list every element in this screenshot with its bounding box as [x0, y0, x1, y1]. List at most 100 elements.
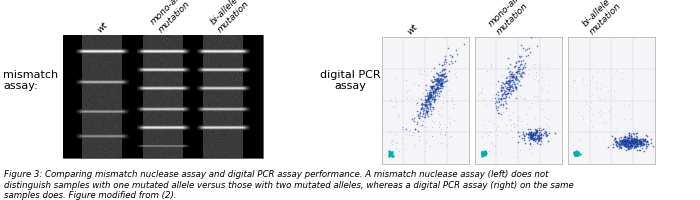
Point: [531, 95, 542, 99]
Point: [538, 108, 549, 112]
Point: [524, 134, 536, 137]
Point: [420, 104, 431, 107]
Point: [439, 61, 450, 64]
Point: [416, 115, 428, 118]
Point: [502, 67, 513, 71]
Point: [616, 71, 627, 74]
Point: [505, 80, 516, 83]
Point: [500, 89, 511, 93]
Point: [497, 111, 508, 114]
Point: [503, 92, 514, 95]
Point: [386, 152, 397, 155]
Point: [636, 144, 648, 147]
Point: [505, 124, 517, 127]
Text: digital PCR
assay: digital PCR assay: [320, 69, 380, 91]
Point: [441, 100, 452, 103]
Point: [518, 64, 529, 67]
Point: [458, 44, 470, 47]
Point: [505, 85, 516, 88]
Point: [531, 132, 542, 135]
Point: [412, 109, 423, 113]
Point: [425, 100, 436, 103]
Point: [424, 92, 435, 95]
Point: [510, 79, 522, 82]
Point: [514, 68, 526, 71]
Point: [533, 134, 544, 137]
Point: [428, 94, 439, 98]
Point: [637, 140, 648, 143]
Point: [426, 120, 437, 123]
Point: [624, 147, 636, 150]
Point: [475, 90, 486, 94]
Point: [432, 88, 443, 92]
Point: [500, 82, 511, 85]
Point: [432, 81, 443, 84]
Point: [635, 140, 646, 143]
Point: [412, 102, 423, 105]
Point: [500, 103, 511, 106]
Point: [620, 142, 631, 145]
Point: [432, 84, 443, 87]
Point: [645, 142, 657, 145]
Point: [621, 135, 632, 139]
Point: [530, 131, 541, 134]
Point: [617, 141, 629, 144]
Point: [532, 138, 543, 142]
Point: [540, 133, 552, 136]
Point: [443, 121, 454, 124]
Point: [485, 131, 496, 134]
Point: [433, 77, 444, 81]
Point: [615, 142, 626, 145]
Point: [615, 139, 626, 142]
Point: [430, 88, 442, 91]
Point: [625, 142, 636, 145]
Point: [447, 62, 458, 66]
Point: [540, 135, 552, 138]
Point: [444, 54, 456, 57]
Point: [526, 36, 537, 39]
Point: [416, 108, 428, 111]
Point: [436, 85, 447, 88]
Point: [498, 97, 510, 100]
Point: [480, 150, 491, 153]
Point: [531, 45, 542, 48]
Point: [507, 123, 518, 126]
Point: [496, 89, 507, 92]
Point: [535, 131, 546, 134]
Point: [507, 76, 518, 79]
Point: [584, 109, 595, 112]
Point: [519, 134, 530, 138]
Text: bi-allele
mutation: bi-allele mutation: [580, 0, 623, 36]
Point: [509, 76, 520, 80]
Point: [615, 143, 626, 146]
Point: [428, 81, 439, 85]
Point: [635, 139, 646, 143]
Point: [491, 109, 503, 112]
Point: [617, 138, 629, 142]
Point: [527, 139, 538, 142]
Point: [577, 114, 588, 118]
Point: [630, 137, 641, 141]
Point: [513, 68, 524, 71]
Point: [500, 102, 511, 105]
Point: [620, 139, 631, 142]
Point: [517, 67, 528, 70]
Point: [497, 93, 508, 96]
Point: [533, 138, 545, 141]
Point: [634, 141, 645, 144]
Point: [415, 98, 426, 101]
Point: [586, 119, 597, 122]
Point: [431, 84, 442, 87]
Point: [626, 139, 637, 142]
Point: [506, 129, 517, 132]
Point: [634, 140, 645, 144]
Point: [619, 138, 630, 141]
Point: [571, 150, 582, 153]
Point: [433, 98, 444, 101]
Point: [631, 138, 643, 141]
Point: [568, 115, 580, 118]
Point: [435, 80, 446, 83]
Point: [533, 134, 545, 137]
Point: [622, 139, 634, 142]
Point: [615, 141, 626, 144]
